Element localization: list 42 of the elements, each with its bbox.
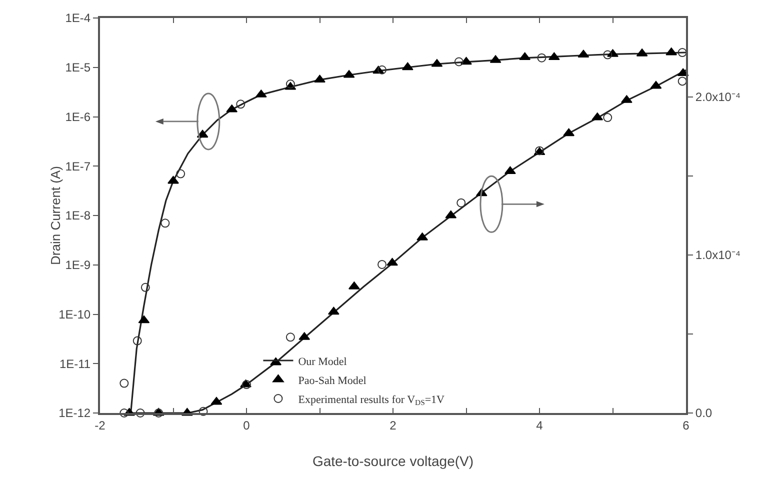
x-axis-title: Gate-to-source voltage(V) [312, 453, 474, 469]
point [548, 52, 560, 60]
point [314, 74, 326, 83]
point [519, 52, 531, 60]
legend-label: Pao-Sah Model [298, 374, 366, 387]
y2-tick-label: 2.0x10⁻⁴ [695, 90, 741, 104]
x-tick-label: 4 [536, 418, 544, 432]
point [132, 336, 142, 346]
y2-tick-label: 1.0x10⁻⁴ [695, 248, 741, 262]
x-tick-label: 2 [390, 418, 397, 432]
y2-tick-label: 0.0 [695, 406, 712, 420]
point [160, 218, 170, 228]
legend-label: Experimental results for V$_{DS}$=1V [298, 394, 445, 408]
y-tick-label: 1E-12 [58, 406, 91, 420]
legend-label: Our Model [298, 356, 347, 368]
point [402, 62, 414, 70]
y-tick-label: 1E-11 [59, 356, 91, 371]
point [460, 56, 472, 65]
point [168, 176, 179, 184]
point [678, 48, 687, 58]
y-tick-label: 1E-8 [65, 208, 91, 223]
point [140, 282, 150, 292]
y-tick-label: 1E-10 [58, 307, 91, 322]
point [196, 130, 208, 138]
y-tick-label: 1E-4 [65, 11, 91, 26]
point [236, 100, 246, 109]
y-tick-label: 1E-5 [65, 60, 91, 75]
point [603, 50, 612, 60]
y-tick-label: 1E-9 [65, 258, 91, 272]
y-axis-title: Drain Current (A) [48, 166, 64, 265]
point [378, 65, 387, 74]
x-tick-label: -2 [94, 418, 106, 432]
x-tick-label: 6 [682, 418, 690, 432]
x-tick-label: 0 [243, 418, 250, 432]
point [537, 53, 546, 62]
point [120, 378, 129, 388]
point [176, 169, 186, 178]
y-tick-label: 1E-6 [65, 110, 91, 124]
point [578, 50, 590, 58]
point [454, 57, 464, 66]
y-tick-label: 1E-7 [65, 159, 91, 174]
point [138, 315, 150, 324]
